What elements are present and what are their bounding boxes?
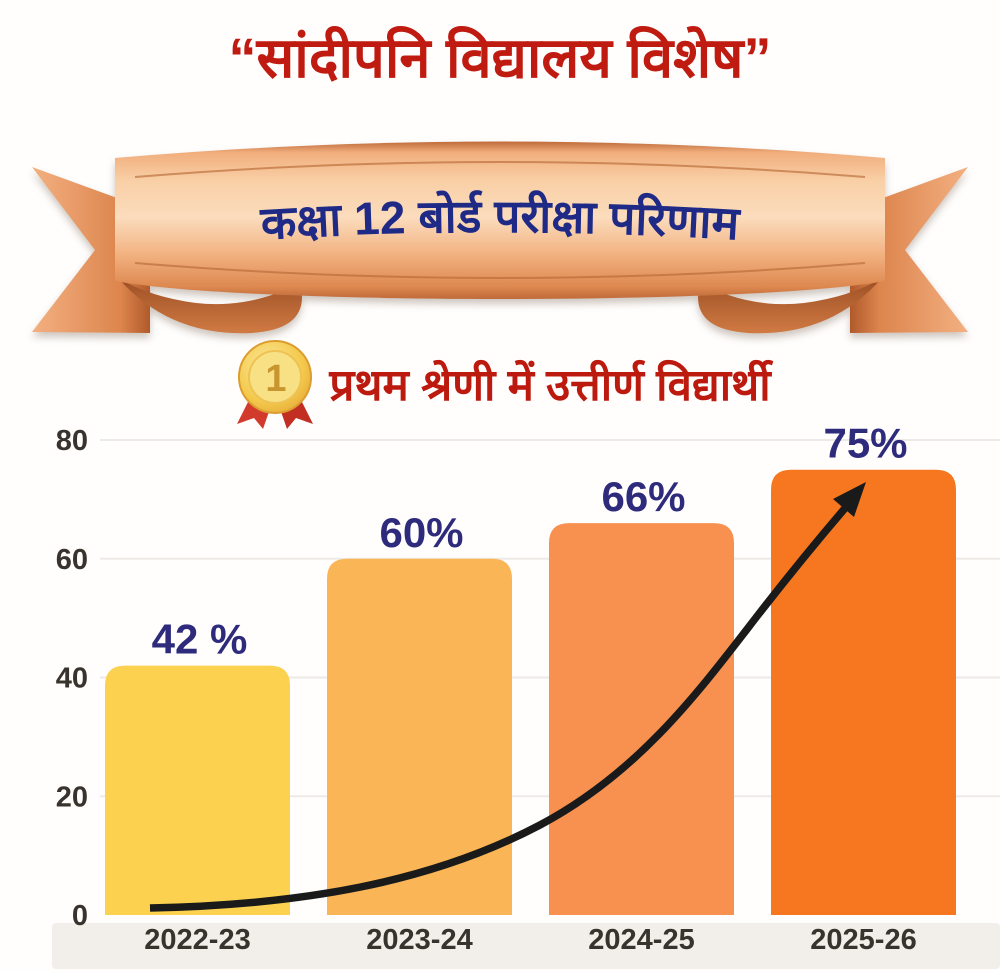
ribbon-left-fold (118, 278, 302, 334)
ribbon-band-bottom-border (134, 262, 866, 279)
y-axis-tick-label: 60 (56, 544, 88, 576)
x-axis-label: 2025-26 (810, 924, 916, 956)
bar (105, 665, 290, 915)
subtitle: 1 प्रथम श्रेणी में उत्तीर्ण विद्यार्थी (0, 338, 1000, 430)
x-axis-label: 2022-23 (144, 924, 250, 956)
x-axis-band (52, 923, 1000, 969)
bar (771, 469, 956, 915)
x-axis-label: 2024-25 (588, 924, 694, 956)
bar-value-label: 75% (823, 425, 907, 467)
bar-value-label: 60% (379, 509, 463, 556)
ribbon-band (115, 141, 885, 299)
growth-arrow-head (833, 482, 866, 517)
banner-text: कक्षा 12 बोर्ड परीक्षा परिणाम (258, 190, 742, 249)
subtitle-text: प्रथम श्रेणी में उत्तीर्ण विद्यार्थी (329, 361, 771, 410)
ribbon-right-fold (698, 278, 882, 334)
first-place-medal-icon: 1 (237, 340, 314, 429)
bar (327, 558, 512, 915)
y-axis-tick-label: 20 (56, 781, 88, 813)
x-axis-label: 2023-24 (366, 924, 472, 956)
y-axis-tick-label: 80 (56, 425, 88, 457)
medal-number: 1 (266, 358, 287, 400)
page-title: “सांदीपनि विद्यालय विशेष” (228, 26, 772, 89)
bar-chart: 42 % 60% 66% 75% 0 20 40 60 80 2022-23 2023-24 2024… (52, 425, 1000, 969)
y-axis-tick-label: 40 (56, 663, 88, 695)
ribbon-band-top-border (134, 161, 866, 178)
ribbon-banner: कक्षा 12 बोर्ड परीक्षा परिणाम (32, 141, 968, 334)
bar-value-label: 66% (601, 473, 685, 520)
bar-value-label: 42 % (152, 616, 248, 663)
medal-coin-inner (248, 350, 303, 404)
bar (549, 523, 734, 915)
growth-arrow (149, 504, 849, 912)
y-axis-tick-label: 0 (72, 900, 88, 932)
